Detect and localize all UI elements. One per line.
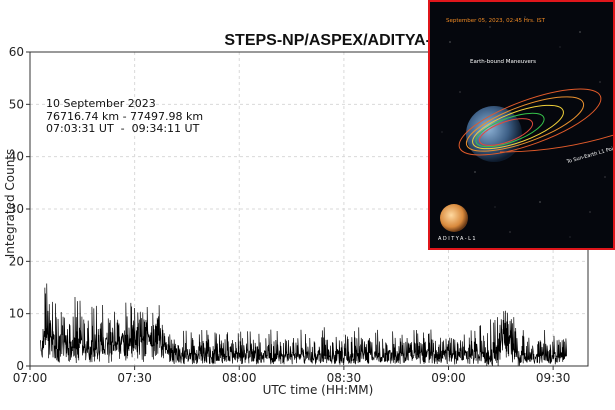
annotation-distance: 76716.74 km - 77497.98 km xyxy=(46,109,204,123)
annotation-time-range: 07:03:31 UT - 09:34:11 UT xyxy=(46,122,200,135)
x-tick-label: 08:00 xyxy=(222,371,257,385)
inset-date: September 05, 2023, 02:45 Hrs. IST xyxy=(446,18,545,24)
y-tick-label: 50 xyxy=(9,97,24,111)
x-tick-label: 07:00 xyxy=(13,371,48,385)
y-tick-label: 40 xyxy=(9,150,24,164)
inset-maneuvers-label: Earth-bound Maneuvers xyxy=(470,59,537,65)
annotation-date: 10 September 2023 xyxy=(46,97,156,110)
y-tick-label: 30 xyxy=(9,202,24,216)
y-tick-label: 60 xyxy=(9,45,24,59)
y-axis-label: Integrated Counts xyxy=(3,148,17,258)
y-tick-label: 10 xyxy=(9,307,24,321)
orbit-illustration xyxy=(440,16,613,238)
inset-logo: ADITYA-L1 xyxy=(438,236,478,242)
series-line xyxy=(40,283,567,367)
x-tick-label: 08:30 xyxy=(327,371,362,385)
aditya-orbit-inset: September 05, 2023, 02:45 Hrs. IST Earth… xyxy=(428,0,615,250)
x-tick-label: 09:30 xyxy=(536,371,571,385)
chart-title: STEPS-NP/ASPEX/ADITYA-L1 xyxy=(224,32,450,49)
chart-annotation: 10 September 2023 76716.74 km - 77497.98… xyxy=(46,97,204,136)
y-tick-label: 20 xyxy=(9,254,24,268)
x-tick-label: 07:30 xyxy=(117,371,152,385)
y-tick-label: 0 xyxy=(16,359,24,373)
x-axis-label: UTC time (HH:MM) xyxy=(262,383,374,397)
x-tick-label: 09:00 xyxy=(431,371,466,385)
